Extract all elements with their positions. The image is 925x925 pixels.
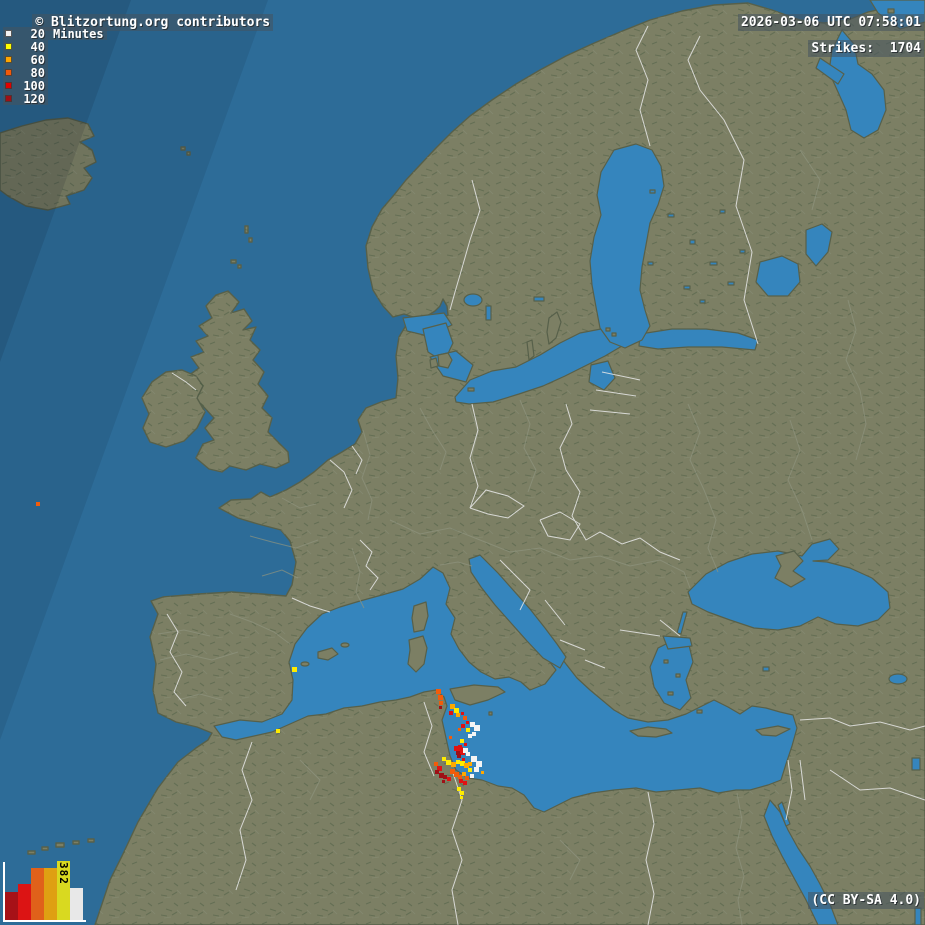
rivers (157, 149, 867, 925)
legend-minutes-value: 100 (23, 78, 45, 93)
legend-minutes-unit: Minutes (53, 26, 104, 41)
legend-minutes-value: 80 (30, 65, 45, 80)
age-legend: 20 Minutes 40 60 80 100 120 (3, 26, 107, 106)
legend-row: 40 (3, 39, 107, 54)
legend-row: 120 (3, 91, 107, 106)
histogram-bar (18, 884, 31, 920)
histogram-bar (44, 868, 57, 920)
legend-color-swatch (5, 69, 12, 76)
legend-color-swatch (5, 30, 12, 37)
histogram-bar (31, 868, 44, 920)
strikes-label: Strikes: (811, 41, 875, 56)
sea-islands (300, 8, 914, 738)
country-borders (166, 25, 925, 925)
legend-row: 60 (3, 52, 107, 67)
histogram-max-label: 382 (57, 862, 70, 885)
legend-color-swatch (5, 95, 12, 102)
legend-color-swatch (5, 43, 12, 50)
histogram-bar (70, 888, 83, 920)
timestamp-text: 2026-03-06 UTC 07:58:01 (737, 14, 924, 31)
legend-row: 20 Minutes (3, 26, 107, 41)
inland-seas (213, 0, 925, 925)
histogram-y-axis (3, 862, 5, 922)
license-text: (CC BY-SA 4.0) (808, 892, 924, 909)
strikes-value: 1704 (889, 41, 921, 56)
strike-counter: Strikes: 1704 (777, 28, 924, 70)
legend-color-swatch (5, 56, 12, 63)
histogram-x-axis (3, 920, 86, 922)
histogram-bar (5, 892, 18, 920)
legend-minutes-value: 40 (30, 39, 45, 54)
legend-minutes-value: 20 (30, 26, 45, 41)
license-label: (CC BY-SA 4.0) (777, 880, 924, 922)
legend-minutes-value: 60 (30, 52, 45, 67)
legend-row: 80 (3, 65, 107, 80)
legend-row: 100 (3, 78, 107, 93)
histogram-bar: 382 (57, 861, 70, 920)
legend-color-swatch (5, 82, 12, 89)
strike-histogram: 382 (0, 858, 90, 925)
legend-minutes-value: 120 (23, 91, 45, 106)
attribution-text: © Blitzortung.org contributors (32, 14, 274, 31)
timestamp-label: 2026-03-06 UTC 07:58:01 (707, 2, 924, 44)
attribution-label: © Blitzortung.org contributors (1, 2, 274, 44)
